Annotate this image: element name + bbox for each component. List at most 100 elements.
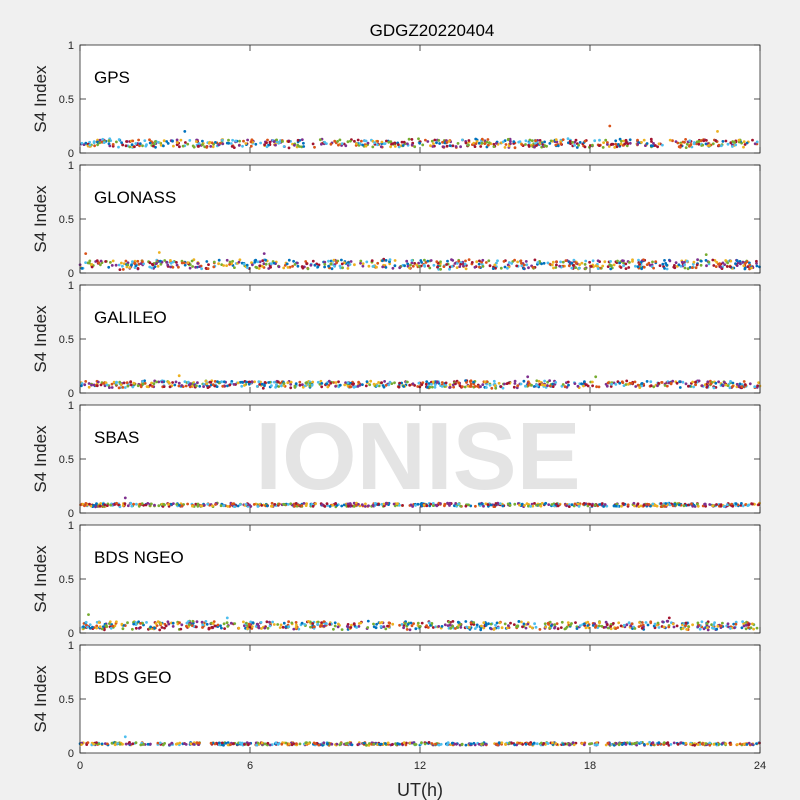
data-point (191, 504, 194, 508)
data-point (583, 139, 587, 143)
data-point (142, 262, 146, 266)
data-point (282, 621, 286, 625)
data-point (650, 140, 653, 143)
data-point (376, 261, 380, 265)
data-point (152, 382, 156, 386)
data-point (275, 383, 278, 386)
data-point (614, 627, 618, 630)
data-point (671, 622, 675, 626)
y-axis-label: S4 Index (31, 665, 50, 733)
data-point (667, 743, 671, 747)
data-point (340, 504, 344, 508)
data-point (565, 625, 569, 629)
data-point (561, 383, 565, 386)
data-point (665, 384, 669, 388)
data-point (463, 385, 467, 389)
data-point (260, 504, 264, 507)
data-point (467, 503, 470, 507)
data-point (194, 502, 198, 506)
data-point (659, 502, 663, 505)
data-point (418, 385, 422, 389)
data-point (137, 504, 141, 508)
data-point (451, 624, 455, 628)
data-point (88, 623, 92, 626)
data-point (418, 141, 422, 145)
data-point (254, 625, 258, 628)
data-point (720, 144, 723, 148)
data-point (387, 140, 391, 144)
data-point (721, 621, 724, 625)
data-point (672, 265, 676, 269)
data-point (181, 144, 185, 148)
data-point (427, 621, 431, 625)
data-point (591, 380, 594, 384)
data-point (423, 264, 427, 268)
scatter-points (81, 613, 759, 632)
data-point (206, 502, 210, 506)
data-point (85, 623, 88, 627)
data-point (681, 741, 685, 745)
data-point (528, 625, 532, 628)
data-point (726, 142, 730, 146)
data-point (582, 743, 586, 747)
data-point (661, 143, 664, 147)
data-point (747, 623, 751, 627)
data-point (481, 265, 485, 268)
data-point (467, 143, 470, 147)
data-point (699, 263, 703, 267)
data-point (694, 266, 698, 270)
data-point (515, 264, 519, 268)
data-point (257, 267, 261, 270)
data-point (582, 384, 585, 388)
data-point (483, 380, 487, 384)
data-point (255, 743, 258, 747)
data-point (211, 625, 214, 629)
outlier-point (667, 616, 671, 620)
data-point (708, 503, 712, 506)
data-point (437, 139, 441, 142)
data-point (294, 621, 298, 624)
x-tick-label: 18 (584, 760, 596, 772)
data-point (688, 139, 692, 143)
data-point (332, 627, 335, 631)
data-point (622, 741, 626, 745)
data-point (703, 503, 707, 506)
data-point (550, 624, 553, 628)
data-point (625, 379, 629, 383)
data-point (451, 383, 455, 387)
data-point (300, 265, 304, 268)
data-point (437, 625, 441, 628)
data-point (287, 146, 291, 150)
data-point (490, 627, 493, 631)
data-point (570, 261, 574, 265)
data-point (583, 263, 587, 266)
data-point (117, 145, 120, 149)
data-point (371, 145, 375, 149)
data-point (93, 144, 96, 148)
data-point (602, 141, 605, 145)
data-point (293, 504, 296, 508)
data-point (704, 259, 708, 262)
data-point (572, 258, 576, 262)
data-point (104, 624, 108, 627)
data-point (506, 137, 510, 141)
data-point (188, 139, 192, 142)
data-point (626, 142, 630, 146)
data-point (480, 137, 484, 141)
data-point (352, 623, 356, 626)
data-point (195, 140, 198, 144)
data-point (119, 383, 123, 387)
data-point (430, 382, 433, 386)
data-point (273, 503, 277, 506)
data-point (550, 263, 554, 267)
data-point (281, 625, 285, 629)
data-point (439, 267, 442, 271)
data-point (154, 140, 157, 143)
data-point (593, 139, 597, 143)
data-point (724, 742, 728, 745)
data-point (698, 627, 702, 631)
data-point (393, 259, 397, 262)
data-point (308, 382, 312, 385)
data-point (95, 259, 99, 263)
data-point (475, 623, 479, 627)
